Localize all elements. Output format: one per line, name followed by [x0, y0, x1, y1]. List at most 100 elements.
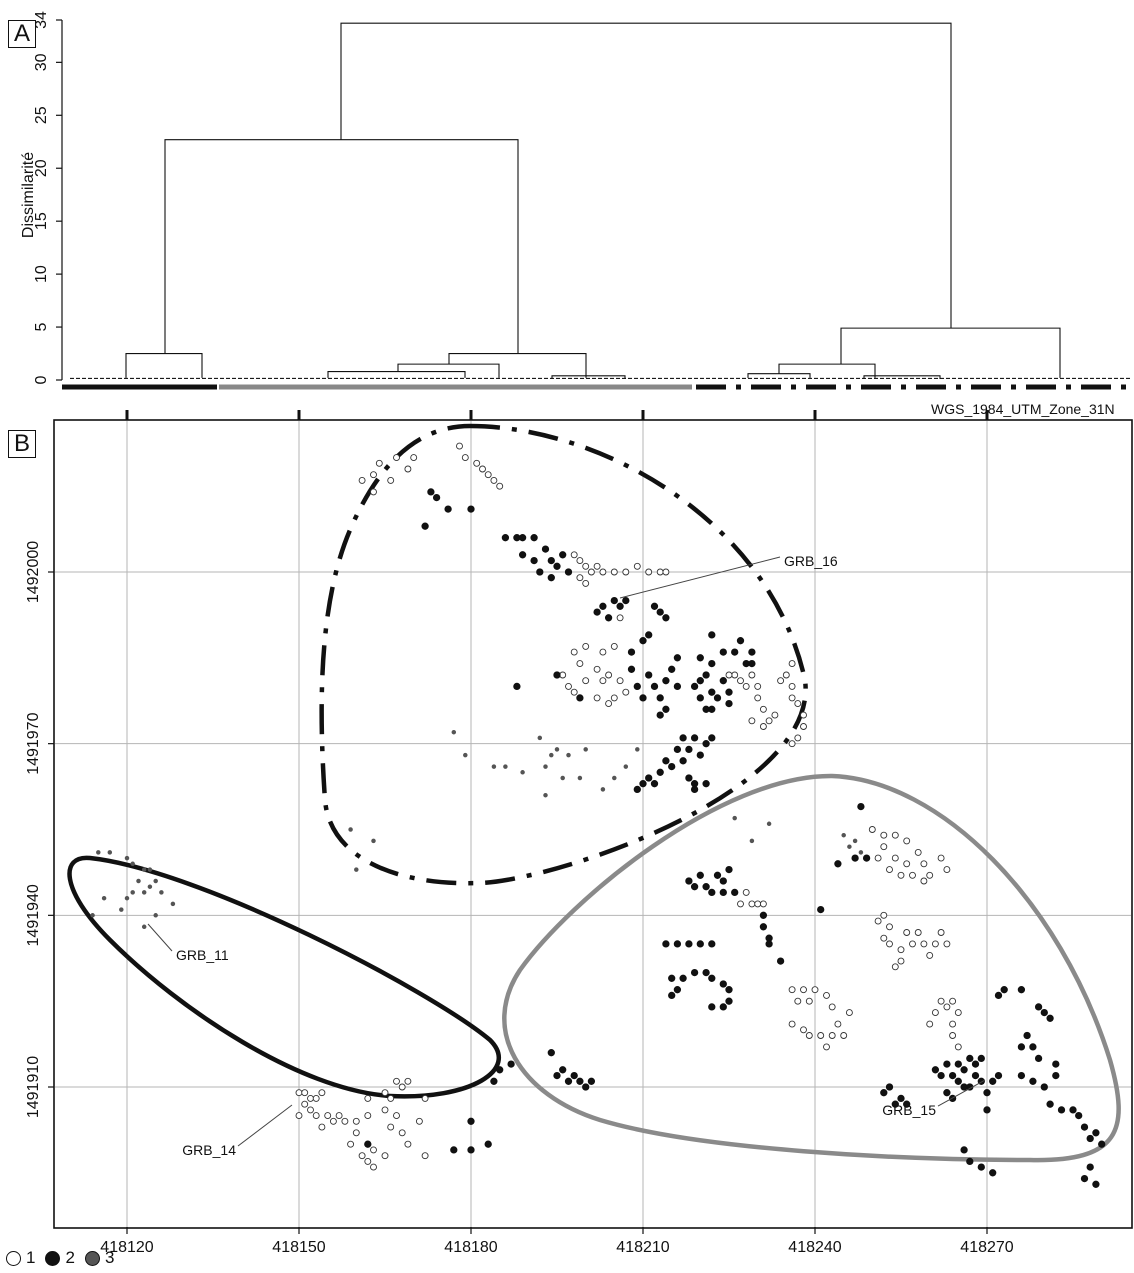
map-point-class-1 [909, 940, 916, 948]
map-x-ticks: 418120 418150 418180 418210 418240 418270 [100, 1227, 1014, 1256]
map-point-class-1 [484, 471, 492, 479]
map-point-class-2 [708, 688, 716, 696]
map-point-class-1 [421, 1094, 429, 1102]
dendro-y-tick-label: 20 [33, 159, 50, 177]
dendro-link [778, 363, 876, 378]
map-point-class-2 [708, 974, 716, 982]
map-point-class-1 [610, 568, 618, 576]
map-point-class-2 [696, 694, 704, 702]
map-point-class-1 [794, 700, 802, 708]
map-point-class-3 [90, 913, 95, 918]
map-point-class-2 [702, 671, 710, 679]
map-point-class-3 [107, 850, 113, 855]
dendrogram-links [70, 22, 1130, 379]
map-point-class-1 [897, 946, 905, 954]
map-point-class-1 [582, 642, 590, 650]
legend-label-1: 1 [26, 1248, 36, 1267]
map-point-class-1 [593, 562, 601, 570]
map-point-class-1 [582, 677, 590, 685]
map-point-class-3 [549, 752, 554, 758]
map-point-class-1 [605, 671, 613, 679]
map-point-class-3 [130, 861, 135, 867]
map-point-class-1 [828, 1032, 836, 1039]
map-point-class-2 [1052, 1060, 1060, 1068]
map-point-class-2 [518, 534, 527, 542]
map-point-class-1 [949, 1020, 957, 1028]
map-point-class-2 [977, 1163, 985, 1171]
map-point-class-2 [1040, 1083, 1048, 1091]
legend-swatch-3 [84, 1250, 100, 1266]
map-point-class-2 [713, 871, 722, 879]
map-point-class-1 [920, 860, 928, 868]
map-point-class-2 [576, 694, 584, 702]
map-point-class-1 [404, 1140, 412, 1148]
map-point-class-1 [880, 831, 888, 839]
map-point-class-2 [708, 1003, 716, 1011]
map-point-class-1 [301, 1100, 309, 1108]
dendro-y-tick-label: 0 [33, 375, 50, 384]
map-point-class-1 [937, 854, 945, 862]
map-point-class-1 [616, 614, 624, 622]
map-label-leader [237, 1104, 293, 1147]
map-point-class-2 [713, 694, 722, 702]
map-point-class-3 [147, 884, 153, 889]
map-point-class-3 [463, 752, 468, 758]
map-point-class-3 [451, 729, 457, 735]
panel-b-tag: B [8, 430, 36, 458]
map-point-class-3 [130, 890, 135, 895]
map-point-class-2 [702, 883, 710, 891]
map-point-class-1 [582, 579, 590, 587]
map-point-class-3 [159, 890, 164, 895]
map-point-class-1 [387, 1094, 395, 1102]
map-x-tick-label: 418210 [616, 1239, 669, 1256]
map-point-class-2 [708, 631, 716, 639]
map-point-class-1 [943, 1003, 951, 1011]
map-point-class-1 [398, 1083, 406, 1091]
map-point-class-1 [828, 1003, 836, 1011]
map-label: GRB_15 [882, 1102, 936, 1118]
map-label-leader [147, 923, 173, 952]
map-point-class-1 [473, 459, 481, 467]
map-point-class-2 [1034, 1054, 1043, 1063]
map-point-class-1 [742, 888, 750, 896]
map-point-class-2 [719, 1003, 727, 1011]
map-point-class-2 [553, 671, 561, 679]
map-point-class-3 [537, 735, 543, 741]
map-point-class-1 [404, 1077, 412, 1085]
map-point-class-2 [971, 1071, 980, 1080]
map-point-class-2 [731, 648, 739, 656]
map-point-class-2 [496, 1066, 504, 1074]
map-point-class-2 [851, 854, 859, 862]
map-point-class-1 [570, 688, 578, 696]
map-point-class-2 [834, 860, 842, 868]
map-point-class-1 [926, 951, 934, 959]
map-point-class-2 [685, 774, 693, 782]
map-point-class-1 [914, 848, 922, 856]
map-point-class-2 [364, 1140, 372, 1148]
map-point-class-1 [931, 940, 939, 948]
dendro-y-tick-label: 10 [33, 265, 50, 283]
map-point-class-3 [124, 855, 130, 861]
map-point-class-2 [696, 677, 704, 685]
map-point-class-3 [600, 787, 606, 792]
map-point-class-2 [536, 568, 544, 576]
map-point-class-2 [427, 488, 435, 496]
map-point-class-1 [926, 1020, 934, 1028]
map-point-class-3 [543, 792, 548, 798]
map-point-class-1 [868, 826, 876, 833]
map-labels: GRB_16 GRB_11 GRB_14 GRB_15 [147, 553, 986, 1158]
map-label-leader [619, 556, 781, 599]
map-point-class-2 [593, 608, 601, 616]
map-point-class-2 [673, 940, 682, 948]
map-point-class-2 [518, 551, 527, 559]
legend-item-2: 2 [45, 1248, 75, 1268]
map-point-class-1 [834, 1020, 842, 1028]
map-point-class-2 [645, 631, 653, 639]
map-point-class-2 [599, 602, 607, 610]
map-point-class-2 [1029, 1043, 1037, 1051]
map-point-class-3 [635, 747, 640, 752]
map-point-class-3 [170, 901, 176, 907]
map-point-class-1 [886, 866, 893, 874]
map-point-class-2 [960, 1066, 968, 1074]
map-point-class-1 [909, 871, 916, 879]
